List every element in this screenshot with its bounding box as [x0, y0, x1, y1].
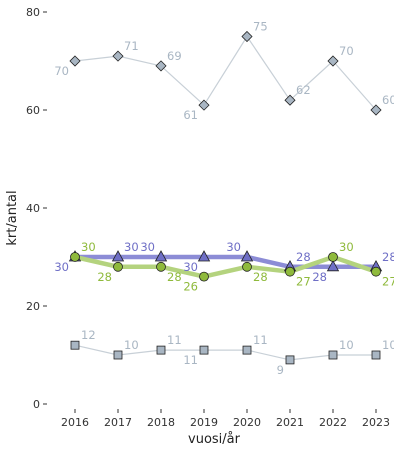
x-tick-label: 2016: [61, 416, 89, 429]
data-label: 70: [339, 44, 354, 58]
data-point-square: [113, 350, 123, 360]
x-axis-title: vuosi/år: [188, 432, 241, 447]
data-point-diamond: [370, 104, 382, 116]
data-label: 71: [124, 39, 139, 53]
x-tick-label: 2023: [362, 416, 390, 429]
data-label: 30: [183, 260, 198, 274]
x-tick-label: 2019: [190, 416, 218, 429]
data-point-diamond: [241, 30, 253, 43]
data-point-diamond: [198, 99, 210, 111]
data-point-diamond: [155, 60, 167, 72]
data-point-triangle: [197, 250, 211, 262]
x-axis: 2016 2017 2018 2019 2020 2021 2022 2023: [61, 409, 390, 429]
data-label: 11: [253, 333, 268, 347]
data-label: 61: [183, 108, 198, 122]
x-tick-label: 2021: [276, 416, 304, 429]
x-tick-label: 2017: [104, 416, 132, 429]
data-point-square: [285, 355, 295, 365]
data-point-square: [371, 350, 381, 360]
data-point-diamond: [284, 94, 296, 106]
data-label: 10: [382, 338, 394, 352]
data-label: 9: [277, 363, 284, 377]
data-label: 10: [124, 338, 139, 352]
data-point-diamond: [69, 55, 81, 67]
data-point-circle: [371, 266, 381, 277]
data-label: 28: [312, 270, 327, 284]
data-label: 28: [296, 250, 311, 264]
series-line-circle: [74, 254, 377, 279]
data-point-circle: [70, 252, 80, 262]
y-axis-title: krt/antal: [5, 190, 20, 245]
data-label: 28: [167, 270, 182, 284]
data-label: 60: [382, 93, 394, 107]
data-label: 30: [81, 240, 96, 254]
data-label: 30: [140, 240, 155, 254]
data-label: 30: [339, 240, 354, 254]
data-point-square: [242, 345, 252, 355]
y-tick-label: 0: [33, 398, 40, 411]
data-point-square: [328, 350, 338, 360]
y-tick-label: 80: [26, 6, 40, 19]
data-label: 11: [183, 353, 198, 367]
x-tick-label: 2020: [233, 416, 261, 429]
data-point-circle: [285, 266, 295, 277]
data-point-circle: [113, 261, 123, 272]
data-point-triangle: [240, 250, 254, 262]
y-tick-label: 60: [26, 104, 40, 117]
series-line-square: [74, 344, 376, 361]
data-label: 62: [296, 83, 311, 97]
data-label: 30: [54, 260, 69, 274]
data-label: 27: [382, 275, 394, 289]
data-label: 30: [124, 240, 139, 254]
data-point-square: [156, 345, 166, 355]
y-axis: 0 20 40 60 80: [26, 6, 47, 411]
data-point-circle: [199, 271, 209, 282]
data-point-triangle: [154, 250, 168, 262]
data-label: 28: [97, 270, 112, 284]
data-label: 10: [339, 338, 354, 352]
series-line-triangle: [75, 254, 376, 270]
data-label: 27: [296, 275, 311, 289]
y-tick-label: 20: [26, 300, 40, 313]
data-label: 69: [167, 49, 182, 63]
data-label: 75: [253, 20, 268, 34]
series-layer: [74, 35, 377, 361]
y-tick-label: 40: [26, 202, 40, 215]
data-point-square: [70, 340, 80, 350]
data-point-circle: [328, 252, 338, 262]
data-point-square: [199, 345, 209, 355]
data-label: 26: [183, 280, 198, 294]
series-line-diamond: [74, 35, 377, 111]
data-point-triangle: [111, 250, 125, 262]
data-label: 70: [54, 64, 69, 78]
data-label: 12: [81, 328, 96, 342]
data-label: 11: [167, 333, 182, 347]
data-point-triangle: [326, 259, 340, 272]
data-point-circle: [156, 261, 166, 272]
data-point-circle: [242, 261, 252, 272]
data-label: 28: [382, 250, 394, 264]
x-tick-label: 2022: [319, 416, 347, 429]
data-label: 30: [226, 240, 241, 254]
data-point-diamond: [327, 55, 339, 67]
marker-layer: [68, 30, 383, 365]
data-label: 28: [253, 270, 268, 284]
data-point-diamond: [112, 50, 124, 62]
x-tick-label: 2018: [147, 416, 175, 429]
